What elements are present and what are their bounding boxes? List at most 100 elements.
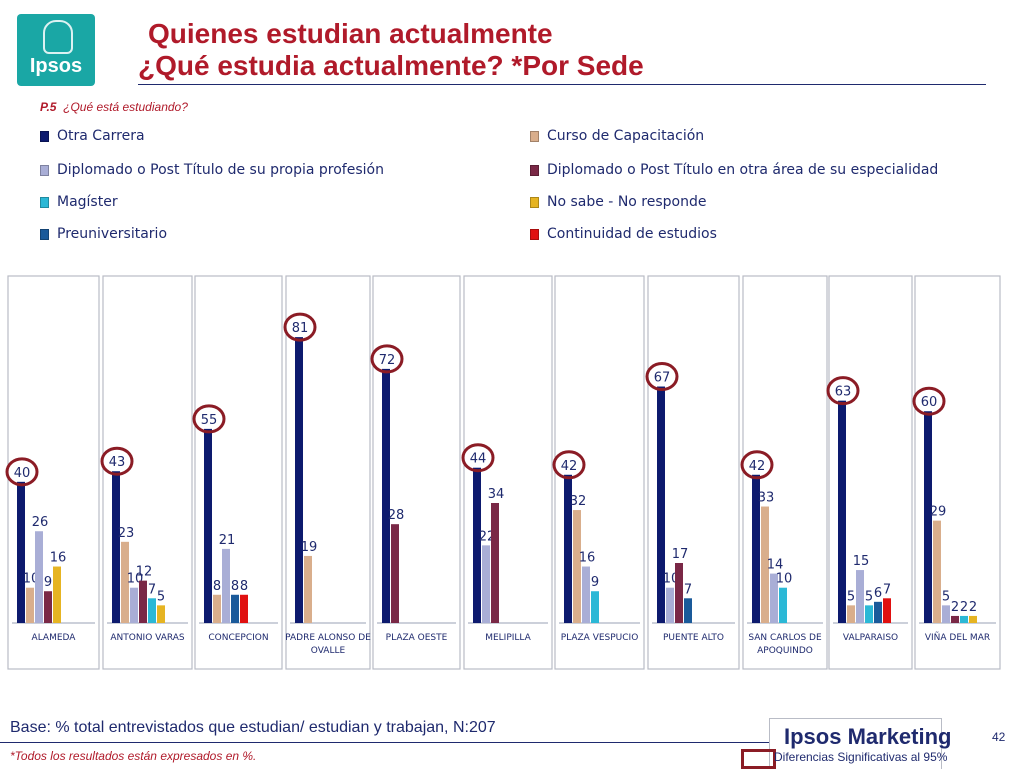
category-label: PLAZA OESTE — [386, 633, 448, 643]
bar-curso — [121, 541, 129, 623]
data-label: 7 — [148, 582, 156, 597]
bar-diplomado_propia — [582, 566, 590, 623]
legend-label: Curso de Capacitación — [547, 128, 705, 144]
category-label: SAN CARLOS DE — [748, 633, 822, 643]
bar-no_sabe — [157, 605, 165, 623]
bar-no_sabe — [969, 615, 977, 623]
category-label: VIÑA DEL MAR — [925, 632, 990, 643]
legend-item-magister: Magíster — [40, 194, 118, 212]
significance-circle — [740, 450, 774, 480]
category-label: PADRE ALONSO DE — [285, 633, 371, 643]
bar-diplomado_propia — [222, 548, 230, 623]
legend-swatch — [530, 130, 539, 142]
bar-otra_carrera — [204, 428, 212, 623]
legend-swatch — [40, 130, 49, 142]
data-label: 55 — [201, 413, 218, 428]
legend-swatch — [40, 196, 49, 208]
question-caption: P.5 ¿Qué está estudiando? — [40, 100, 188, 114]
legend-label: Diplomado o Post Título en otra área de … — [547, 162, 939, 178]
bar-diplomado_otra — [491, 503, 499, 623]
data-label: 33 — [758, 491, 775, 506]
data-label: 16 — [579, 551, 596, 566]
bar-magister — [779, 587, 787, 623]
legend-swatch — [40, 228, 49, 240]
data-label: 2 — [951, 600, 959, 615]
bar-preuniversitario — [874, 601, 882, 623]
bar-preuniversitario — [684, 598, 692, 623]
bar-otra_carrera — [473, 467, 481, 623]
data-label: 14 — [767, 558, 784, 573]
data-label: 29 — [930, 505, 947, 520]
bar-diplomado_propia — [130, 587, 138, 623]
significance-circle — [461, 443, 495, 473]
bar-curso — [304, 555, 312, 623]
category-label: ANTONIO VARAS — [110, 633, 185, 643]
legend-item-preuniversitario: Preuniversitario — [40, 226, 167, 244]
data-label: 8 — [231, 579, 239, 594]
bar-curso — [933, 520, 941, 623]
significance-circle — [370, 344, 404, 374]
legend-swatch — [40, 164, 49, 176]
significance-circle — [192, 404, 226, 434]
legend-label: Magíster — [57, 194, 118, 210]
legend-item-continuidad: Continuidad de estudios — [530, 226, 717, 244]
bar-otra_carrera — [112, 471, 120, 623]
bar-diplomado_otra — [44, 591, 52, 623]
category-label: PLAZA VESPUCIO — [561, 633, 639, 643]
footer-base-text: Base: % total entrevistados que estudian… — [10, 719, 496, 736]
legend-swatch — [530, 164, 539, 176]
brand-box — [769, 718, 942, 769]
significance-circle — [552, 450, 586, 480]
bar-diplomado_otra — [391, 524, 399, 623]
ipsos-marketing-brand: Ipsos Marketing — [784, 724, 952, 749]
data-label: 43 — [109, 455, 126, 470]
data-label: 32 — [570, 494, 587, 509]
data-label: 5 — [942, 589, 950, 604]
bar-otra_carrera — [752, 474, 760, 623]
data-label: 28 — [388, 508, 405, 523]
data-label: 5 — [865, 589, 873, 604]
data-label: 60 — [921, 395, 938, 410]
data-label: 12 — [136, 565, 153, 580]
significance-circle — [912, 386, 946, 416]
data-label: 2 — [960, 600, 968, 615]
data-label: 21 — [219, 533, 236, 548]
logo-text: Ipsos — [29, 55, 83, 77]
page-number: 42 — [992, 730, 1006, 744]
bar-diplomado_otra — [675, 563, 683, 623]
category-label: VALPARAISO — [843, 633, 898, 643]
category-label: APOQUINDO — [757, 646, 813, 656]
bar-diplomado_otra — [951, 615, 959, 623]
bar-otra_carrera — [924, 411, 932, 623]
footer-rule — [0, 742, 770, 743]
data-label: 63 — [835, 385, 852, 400]
legend-label: Preuniversitario — [57, 226, 168, 242]
bar-diplomado_propia — [856, 570, 864, 623]
significance-circle — [100, 446, 134, 476]
data-label: 67 — [654, 371, 671, 386]
significance-legend-box — [741, 749, 776, 769]
category-label: ALAMEDA — [32, 633, 77, 643]
category-label: PUENTE ALTO — [663, 633, 724, 643]
data-label: 5 — [847, 589, 855, 604]
data-label: 10 — [776, 572, 793, 587]
legend-label: Otra Carrera — [57, 128, 145, 144]
data-label: 6 — [874, 586, 882, 601]
data-label: 9 — [591, 575, 599, 590]
question-code: P.5 — [40, 100, 57, 114]
question-text: ¿Qué está estudiando? — [63, 100, 188, 114]
title-line-2: ¿Qué estudia actualmente? *Por Sede — [138, 50, 644, 81]
significance-circle — [283, 312, 317, 342]
legend-label: Continuidad de estudios — [547, 226, 717, 242]
data-label: 8 — [240, 579, 248, 594]
bar-diplomado_propia — [666, 587, 674, 623]
bar-otra_carrera — [657, 386, 665, 623]
bar-continuidad — [240, 594, 248, 623]
significance-legend-text: Diferencias Significativas al 95% — [774, 750, 948, 764]
bar-diplomado_propia — [482, 545, 490, 623]
bar-diplomado_propia — [770, 573, 778, 623]
legend-item-otra-carrera: Otra Carrera — [40, 128, 145, 146]
legend-item-diplomado-propia: Diplomado o Post Título de su propia pro… — [40, 162, 384, 180]
data-label: 23 — [118, 526, 135, 541]
bar-otra_carrera — [17, 481, 25, 623]
